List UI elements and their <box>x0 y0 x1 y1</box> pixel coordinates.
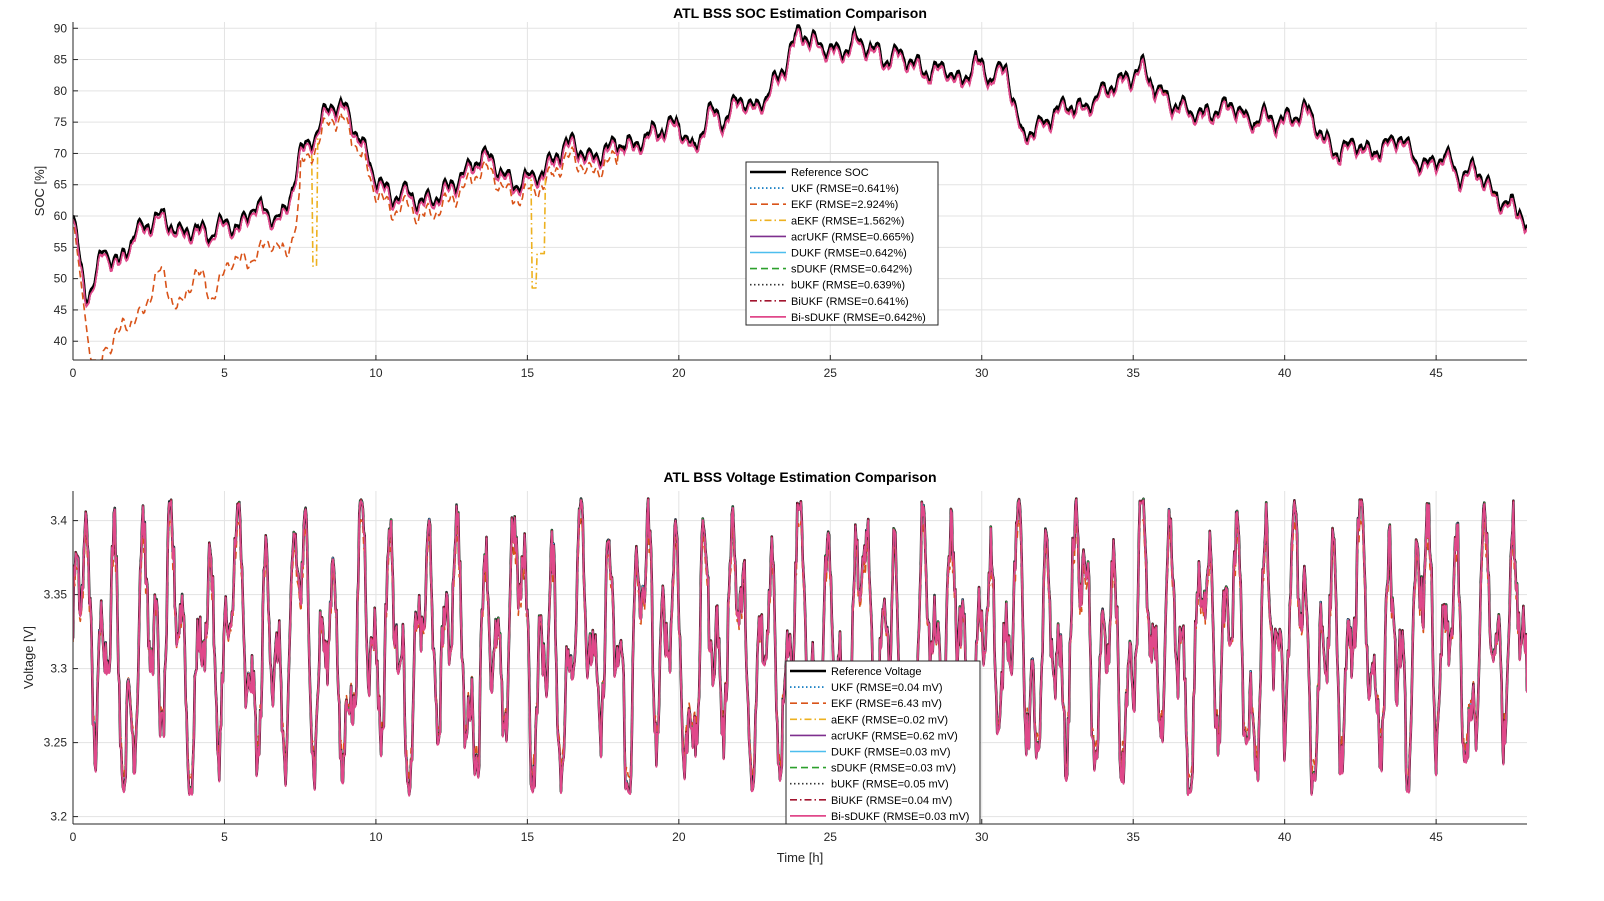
legend-box <box>785 660 981 825</box>
y-tick-label: 65 <box>54 178 68 192</box>
x-tick-label: 30 <box>975 366 989 380</box>
y-tick-label: 3.2 <box>50 810 67 824</box>
legend-label: UKF (RMSE=0.04 mV) <box>831 682 943 694</box>
y-tick-label: 90 <box>54 21 68 35</box>
y-tick-label: 50 <box>54 272 68 286</box>
x-tick-label: 25 <box>824 366 838 380</box>
legend-label: Reference SOC <box>791 167 869 179</box>
y-tick-label: 45 <box>54 303 68 317</box>
soc-chart-panel: 0 5 10 15 20 25 30 35 40 45 40 45 50 55 60 65 70 75 80 85 90… <box>32 5 1527 380</box>
legend-box <box>745 161 939 326</box>
y-tick-label: 75 <box>54 115 68 129</box>
x-axis-label: Time [h] <box>777 850 823 865</box>
legend-label: BiUKF (RMSE=0.04 mV) <box>831 795 952 807</box>
legend-label: sDUKF (RMSE=0.642%) <box>791 264 912 276</box>
legend-label: Reference Voltage <box>831 666 922 678</box>
legend-label: DUKF (RMSE=0.03 mV) <box>831 747 951 759</box>
x-tick-label: 40 <box>1278 366 1292 380</box>
x-tick-label: 15 <box>521 830 535 844</box>
legend-label: Bi-sDUKF (RMSE=0.03 mV) <box>831 811 969 823</box>
chart-title: ATL BSS Voltage Estimation Comparison <box>663 469 936 485</box>
legend-label: aEKF (RMSE=0.02 mV) <box>831 714 948 726</box>
y-tick-label: 70 <box>54 146 68 160</box>
x-tick-label: 20 <box>672 830 686 844</box>
bi-sdukf-line-overlay <box>73 28 1527 309</box>
legend-label: bUKF (RMSE=0.639%) <box>791 280 905 292</box>
y-tick-label: 3.3 <box>50 662 67 676</box>
legend-label: aEKF (RMSE=1.562%) <box>791 215 904 227</box>
legend-label: DUKF (RMSE=0.642%) <box>791 248 907 260</box>
x-tick-label: 40 <box>1278 830 1292 844</box>
y-tick-label: 60 <box>54 209 68 223</box>
x-tick-label: 15 <box>521 366 535 380</box>
x-tick-label: 0 <box>70 830 77 844</box>
legend-label: EKF (RMSE=2.924%) <box>791 199 898 211</box>
x-tick-label: 45 <box>1429 366 1443 380</box>
y-tick-label: 3.4 <box>50 514 67 528</box>
legend: Reference SOC UKF (RMSE=0.641%) EKF (RMSE=… <box>745 161 939 326</box>
x-tick-label: 25 <box>824 830 838 844</box>
chart-title: ATL BSS SOC Estimation Comparison <box>673 5 927 21</box>
y-tick-label: 3.35 <box>44 588 68 602</box>
x-tick-label: 5 <box>221 366 228 380</box>
x-tick-label: 10 <box>369 366 383 380</box>
y-axis-label: SOC [%] <box>32 166 47 217</box>
legend-label: BiUKF (RMSE=0.641%) <box>791 296 909 308</box>
x-tick-label: 0 <box>70 366 77 380</box>
y-tick-label: 3.25 <box>44 736 68 750</box>
legend-label: acrUKF (RMSE=0.665%) <box>791 231 914 243</box>
legend-label: UKF (RMSE=0.641%) <box>791 183 899 195</box>
voltage-chart-panel: 0 5 10 15 20 25 30 35 40 45 3.2 3.25 3.3 3.35 3.4 ATL B… <box>21 469 1527 865</box>
legend-label: sDUKF (RMSE=0.03 mV) <box>831 763 956 775</box>
legend-label: EKF (RMSE=6.43 mV) <box>831 698 942 710</box>
legend-label: bUKF (RMSE=0.05 mV) <box>831 779 949 791</box>
series-group <box>73 497 1527 797</box>
y-tick-label: 40 <box>54 334 68 348</box>
x-tick-label: 20 <box>672 366 686 380</box>
x-tick-label: 45 <box>1429 830 1443 844</box>
x-tick-label: 5 <box>221 830 228 844</box>
legend: Reference Voltage UKF (RMSE=0.04 mV) EKF (… <box>785 660 981 825</box>
y-tick-label: 85 <box>54 53 68 67</box>
y-tick-label: 80 <box>54 84 68 98</box>
legend-label: Bi-sDUKF (RMSE=0.642%) <box>791 312 926 324</box>
series-line-10 <box>73 499 1527 797</box>
legend-label: acrUKF (RMSE=0.62 mV) <box>831 730 958 742</box>
x-tick-label: 10 <box>369 830 383 844</box>
x-tick-label: 35 <box>1127 830 1141 844</box>
y-tick-label: 55 <box>54 240 68 254</box>
series-group <box>73 24 1527 360</box>
y-axis-label: Voltage [V] <box>21 626 36 689</box>
x-tick-label: 35 <box>1127 366 1141 380</box>
x-tick-label: 30 <box>975 830 989 844</box>
